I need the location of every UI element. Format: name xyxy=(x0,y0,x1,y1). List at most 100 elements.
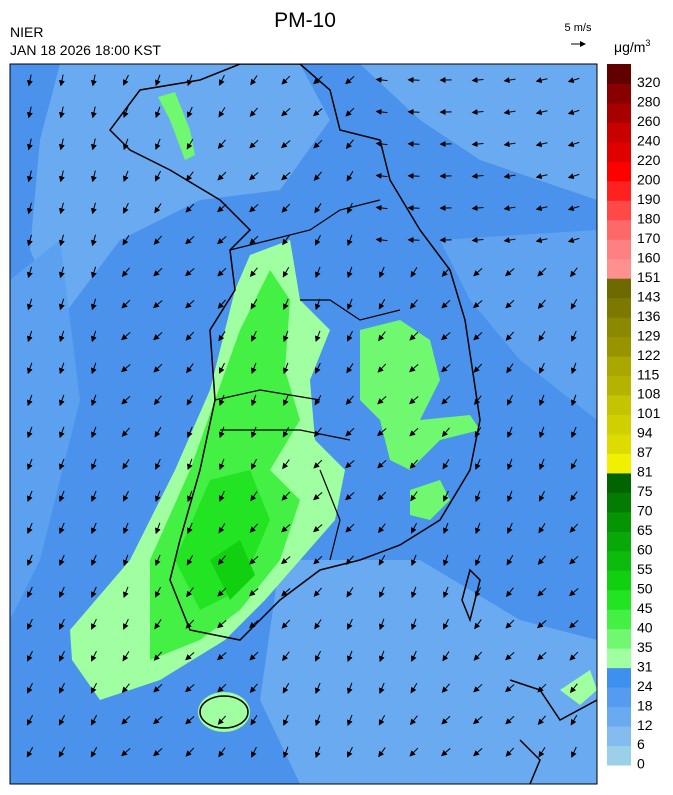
colorbar-tick-label: 240 xyxy=(637,133,661,149)
wind-arrow xyxy=(186,138,194,150)
wind-arrow xyxy=(90,106,97,119)
wind-arrow xyxy=(186,171,194,182)
wind-arrow xyxy=(249,107,259,117)
wind-arrow xyxy=(155,138,161,150)
wind-arrow xyxy=(123,74,129,86)
colorbar-swatch xyxy=(607,667,631,688)
wind-arrow xyxy=(345,395,355,405)
wind-arrow xyxy=(27,650,33,662)
wind-arrow xyxy=(154,427,162,438)
map-frame xyxy=(9,63,598,785)
wind-arrow xyxy=(313,171,322,181)
wind-arrow xyxy=(503,205,516,212)
wind-arrow xyxy=(218,747,226,758)
wind-arrow xyxy=(537,652,547,661)
colorbar-tick-label: 45 xyxy=(637,600,653,616)
wind-arrow xyxy=(377,491,387,501)
wind-arrow xyxy=(347,202,353,214)
wind-arrow xyxy=(375,172,388,179)
wind-arrow xyxy=(409,331,419,341)
wind-arrow xyxy=(217,620,227,629)
wind-arrow xyxy=(313,76,323,85)
wind-arrow xyxy=(91,426,97,439)
pm-region-35 xyxy=(410,480,450,520)
wind-arrow xyxy=(59,554,65,566)
wind-arrow xyxy=(473,363,483,373)
wind-arrow xyxy=(503,141,516,148)
wind-arrow xyxy=(91,586,97,598)
wind-arrow xyxy=(249,651,259,661)
wind-arrow xyxy=(506,363,514,374)
wind-arrow xyxy=(537,299,546,310)
colorbar-swatch xyxy=(607,550,631,571)
wind-arrow xyxy=(375,140,388,147)
colorbar-swatch xyxy=(607,531,631,552)
wind-arrow xyxy=(249,620,259,629)
wind-arrow xyxy=(474,619,482,630)
wind-arrow xyxy=(155,74,161,87)
colorbar-tick-label: 101 xyxy=(637,405,661,421)
colorbar-swatch xyxy=(607,83,631,104)
wind-arrow xyxy=(535,173,548,180)
wind-arrow xyxy=(282,426,290,438)
wind-arrow xyxy=(123,202,129,214)
wind-arrow xyxy=(379,586,385,598)
wind-arrow xyxy=(411,586,417,599)
wind-arrow xyxy=(27,522,33,534)
wind-arrow xyxy=(153,300,163,309)
wind-arrow xyxy=(315,266,321,279)
wind-arrow xyxy=(505,747,515,757)
wind-arrow xyxy=(443,586,449,599)
wind-arrow xyxy=(539,490,545,502)
wind-arrow xyxy=(570,715,578,726)
wind-arrow xyxy=(26,266,33,279)
wind-arrow xyxy=(471,77,484,84)
wind-arrow xyxy=(249,172,259,181)
wind-arrow xyxy=(59,362,65,375)
wind-arrow xyxy=(535,141,548,148)
colorbar-tick-label: 170 xyxy=(637,230,661,246)
wind-arrow xyxy=(121,395,131,405)
wind-arrow xyxy=(409,396,419,405)
wind-arrow xyxy=(154,203,162,214)
wind-arrow xyxy=(58,138,65,151)
wind-arrow xyxy=(251,362,257,375)
colorbar-tick-label: 143 xyxy=(637,288,661,304)
wind-arrow xyxy=(27,554,33,566)
wind-arrow xyxy=(123,618,129,630)
wind-arrow xyxy=(155,586,161,598)
wind-arrow xyxy=(90,714,98,726)
wind-arrow xyxy=(185,268,195,277)
wind-arrow xyxy=(282,682,290,694)
wind-arrow xyxy=(26,106,33,119)
wind-arrow xyxy=(441,332,451,341)
wind-arrow xyxy=(409,364,419,373)
wind-arrow xyxy=(283,330,289,343)
wind-arrow xyxy=(535,77,548,84)
colorbar-swatch xyxy=(607,492,631,513)
colorbar: 0 6 12 18 24 31 35 40 45 50 55 60 65 70 75 81 87 94 101 108… xyxy=(607,64,661,772)
wind-arrow xyxy=(187,522,193,534)
wind-arrow xyxy=(249,204,259,213)
wind-arrow xyxy=(375,204,388,211)
wind-arrow xyxy=(314,203,322,214)
wind-arrow xyxy=(123,170,129,183)
wind-arrow xyxy=(313,492,323,501)
wind-arrow xyxy=(186,554,194,566)
wind-arrow xyxy=(507,426,513,439)
wind-arrow xyxy=(121,715,131,725)
colorbar-tick-label: 94 xyxy=(637,425,653,441)
wind-arrow xyxy=(570,267,578,278)
wind-arrow xyxy=(379,650,385,663)
wind-arrow xyxy=(282,266,290,278)
wind-arrow xyxy=(282,235,290,246)
wind-arrow xyxy=(281,75,291,85)
colorbar-swatch xyxy=(607,628,631,649)
wind-arrow xyxy=(123,522,129,535)
wind-arrow xyxy=(187,490,193,503)
wind-arrow xyxy=(27,458,33,471)
wind-arrow xyxy=(473,267,483,277)
colorbar-tick-label: 65 xyxy=(637,522,653,538)
colorbar-tick-label: 160 xyxy=(637,249,661,265)
wind-arrow xyxy=(154,619,162,630)
